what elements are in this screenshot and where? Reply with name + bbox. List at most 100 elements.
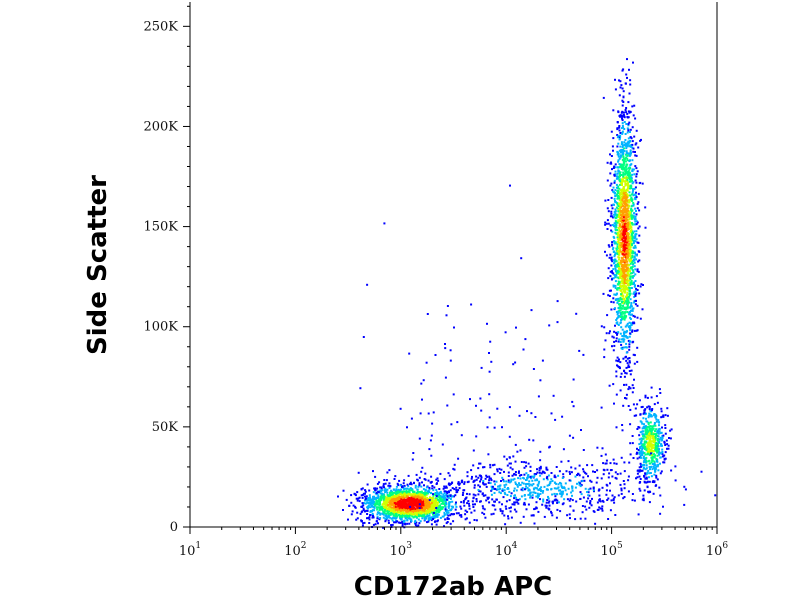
event-dot	[621, 307, 623, 310]
event-dot	[493, 463, 496, 466]
event-dot	[431, 422, 434, 425]
event-dot	[613, 213, 616, 216]
event-dot	[507, 481, 510, 483]
event-dot	[614, 307, 616, 310]
event-dot	[407, 514, 410, 517]
event-dot	[398, 514, 401, 516]
event-dot	[635, 233, 638, 236]
event-dot	[519, 483, 522, 486]
event-dot	[633, 499, 636, 502]
event-dot	[618, 114, 621, 117]
event-dot	[632, 263, 634, 266]
event-dot	[448, 503, 451, 506]
event-dot	[487, 496, 490, 499]
event-dot	[614, 265, 617, 267]
event-dot	[642, 430, 645, 433]
event-dot	[584, 471, 587, 474]
event-dot	[659, 456, 662, 459]
event-dot	[421, 498, 423, 501]
event-dot	[621, 124, 624, 127]
event-dot	[624, 286, 627, 289]
event-dot	[633, 285, 636, 288]
event-dot	[625, 168, 628, 171]
event-dot	[629, 329, 632, 332]
event-dot	[652, 441, 655, 443]
event-dot	[397, 503, 400, 506]
event-dot	[602, 500, 605, 503]
event-dot	[503, 514, 506, 517]
event-dot	[613, 236, 616, 239]
event-dot	[399, 484, 402, 487]
event-dot	[581, 511, 584, 514]
event-dot	[624, 82, 627, 85]
event-dot	[392, 506, 395, 509]
event-dot	[647, 414, 650, 417]
event-dot	[620, 456, 623, 459]
event-dot	[482, 494, 485, 497]
event-dot	[455, 491, 458, 494]
event-dot	[614, 220, 617, 223]
event-dot	[571, 494, 573, 497]
event-dot	[629, 309, 632, 312]
event-dot	[660, 407, 663, 410]
event-dot	[633, 256, 636, 259]
event-dot	[438, 508, 440, 511]
event-dot	[634, 220, 637, 223]
event-dot	[620, 195, 623, 198]
event-dot	[627, 228, 630, 230]
event-dot	[616, 197, 619, 200]
event-dot	[620, 372, 623, 375]
event-dot	[342, 489, 345, 492]
event-dot	[630, 197, 633, 200]
event-dot	[623, 144, 626, 147]
event-dot	[641, 447, 644, 450]
event-dot	[657, 442, 659, 445]
event-dot	[490, 489, 493, 492]
event-dot	[412, 513, 414, 516]
event-dot	[603, 348, 606, 351]
event-dot	[620, 270, 622, 273]
event-dot	[561, 477, 564, 479]
event-dot	[415, 501, 418, 504]
event-dot	[627, 254, 629, 257]
event-dot	[614, 189, 617, 192]
event-dot	[367, 507, 369, 510]
event-dot	[430, 491, 433, 494]
event-dot	[453, 495, 455, 498]
event-dot	[470, 303, 473, 306]
event-dot	[602, 96, 605, 99]
event-dot	[388, 469, 391, 472]
event-dot	[618, 258, 620, 261]
event-dot	[366, 501, 369, 504]
event-dot	[363, 502, 366, 505]
event-dot	[414, 519, 417, 522]
event-dot	[628, 343, 631, 346]
event-dot	[621, 220, 624, 222]
event-dot	[539, 474, 542, 477]
event-dot	[423, 517, 426, 520]
event-dot	[378, 509, 381, 512]
event-dot	[391, 519, 394, 522]
event-dot	[538, 469, 541, 472]
event-dot	[610, 264, 613, 267]
event-dot	[460, 434, 463, 437]
event-dot	[614, 280, 617, 283]
event-dot	[614, 195, 617, 198]
event-dot	[613, 242, 616, 245]
event-dot	[624, 160, 627, 163]
event-dot	[629, 255, 632, 258]
event-dot	[629, 313, 632, 316]
event-dot	[634, 244, 637, 247]
event-dot	[633, 315, 636, 318]
event-dot	[479, 485, 481, 488]
event-dot	[631, 168, 634, 171]
event-dot	[625, 259, 628, 262]
event-dot	[610, 204, 613, 207]
event-dot	[376, 517, 379, 520]
event-dot	[443, 499, 446, 502]
event-dot	[483, 483, 486, 486]
event-dot	[610, 161, 612, 164]
event-dot	[619, 332, 622, 335]
event-dot	[401, 507, 404, 510]
event-dot	[617, 192, 620, 194]
